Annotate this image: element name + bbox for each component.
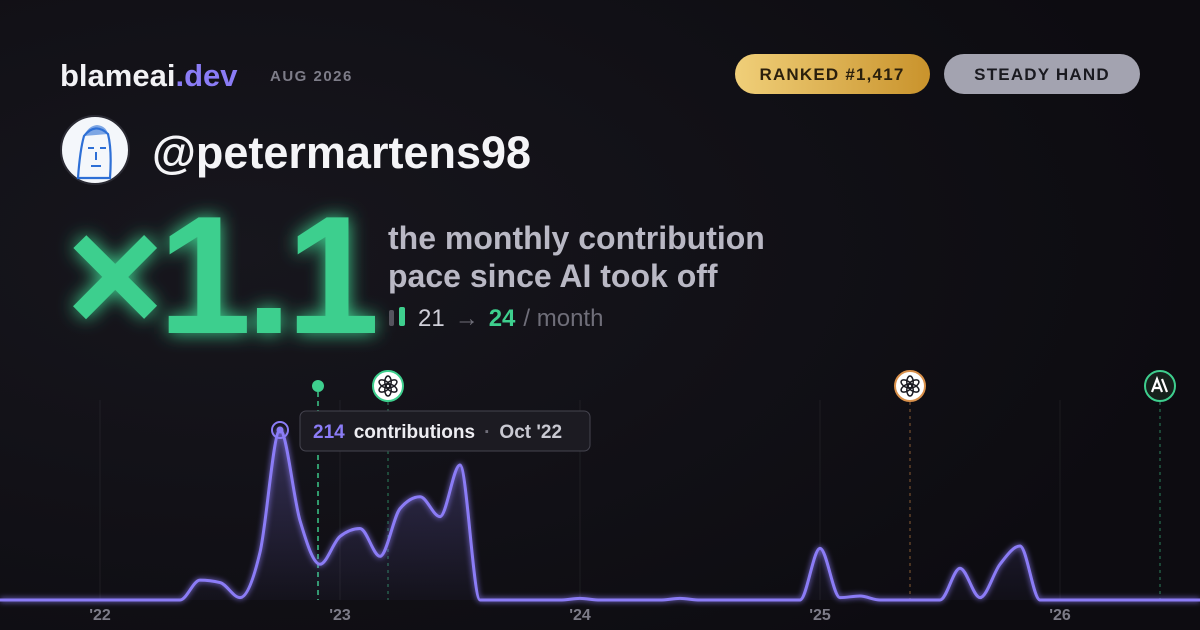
caption: pace since AI took off bbox=[388, 258, 718, 294]
rank-text: RANKED #1,417 bbox=[759, 65, 904, 84]
x-tick-label: '26 bbox=[1049, 607, 1071, 624]
brand-name: blameai bbox=[60, 58, 175, 93]
pace-unit: / month bbox=[523, 305, 603, 332]
date: AUG 2026 bbox=[270, 68, 353, 85]
x-tick-label: '24 bbox=[569, 607, 591, 624]
brand-tld: .dev bbox=[175, 58, 238, 93]
line bbox=[0, 428, 1200, 602]
event-icon bbox=[894, 370, 926, 402]
style-text: STEADY HAND bbox=[974, 65, 1110, 84]
chart: '22 '23 '24 '25 '26 214 contributions · Oct '22 bbox=[0, 370, 1200, 624]
rank-badge bbox=[735, 54, 930, 94]
tooltip-date: Oct '22 bbox=[499, 422, 562, 443]
openai-logo bbox=[900, 379, 913, 389]
tooltip-text: 214 contributions · Oct '22 bbox=[313, 422, 562, 443]
tooltip bbox=[299, 410, 591, 452]
event-icon bbox=[372, 370, 404, 402]
x-tick-label: '23 bbox=[329, 607, 351, 624]
brand: blameai.dev bbox=[60, 58, 238, 93]
pace: 21 → 24 / month bbox=[418, 305, 603, 332]
avatar bbox=[60, 115, 130, 185]
event-dot bbox=[312, 380, 324, 392]
area bbox=[0, 430, 1200, 600]
x-tick-label: '25 bbox=[809, 607, 831, 624]
tooltip-label: contributions bbox=[354, 422, 475, 443]
tooltip-separator: · bbox=[484, 422, 490, 443]
pace-arrow: → bbox=[455, 305, 479, 332]
tooltip-value: 214 bbox=[313, 422, 345, 443]
style-badge bbox=[944, 54, 1140, 94]
anthropic-logo bbox=[1150, 375, 1169, 393]
openai-logo bbox=[378, 379, 391, 389]
pace-to: 24 bbox=[489, 305, 516, 332]
peak-dot bbox=[276, 426, 284, 434]
caption: the monthly contribution bbox=[388, 220, 765, 256]
peak-marker bbox=[271, 421, 289, 439]
pace-icon bbox=[399, 307, 405, 326]
handle: @petermartens98 bbox=[152, 127, 531, 178]
multiplier: ×1.1 bbox=[66, 181, 375, 369]
x-tick-label: '22 bbox=[89, 607, 111, 624]
pace-icon bbox=[389, 310, 394, 326]
pace-from: 21 bbox=[418, 305, 445, 332]
